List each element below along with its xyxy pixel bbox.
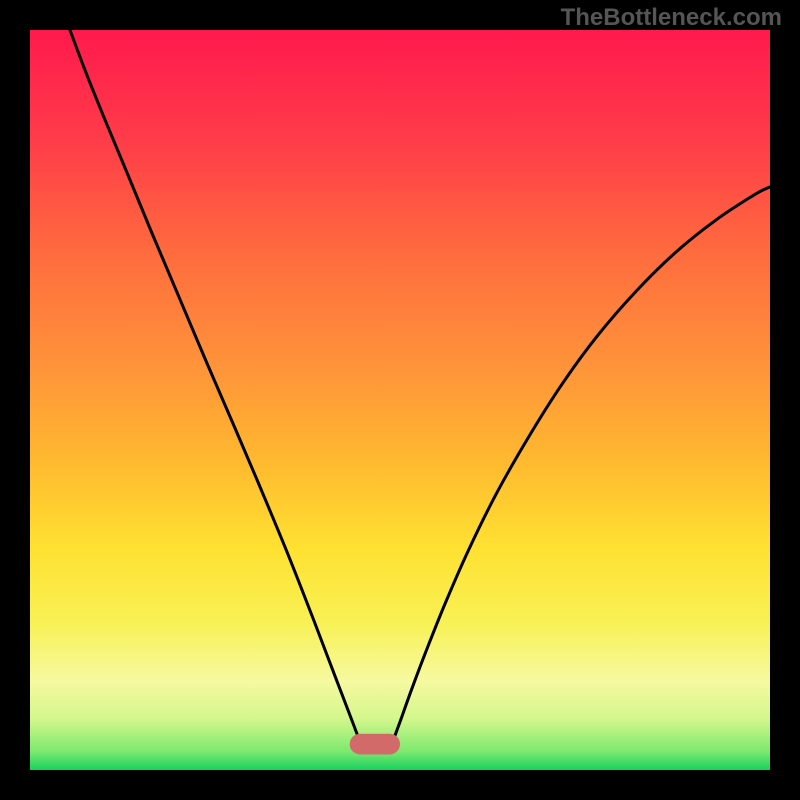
watermark-text: TheBottleneck.com [561, 4, 782, 32]
gradient-background [30, 30, 770, 770]
chart-frame: TheBottleneck.com [0, 0, 800, 800]
bottleneck-marker [350, 734, 400, 755]
bottleneck-chart [0, 0, 800, 800]
